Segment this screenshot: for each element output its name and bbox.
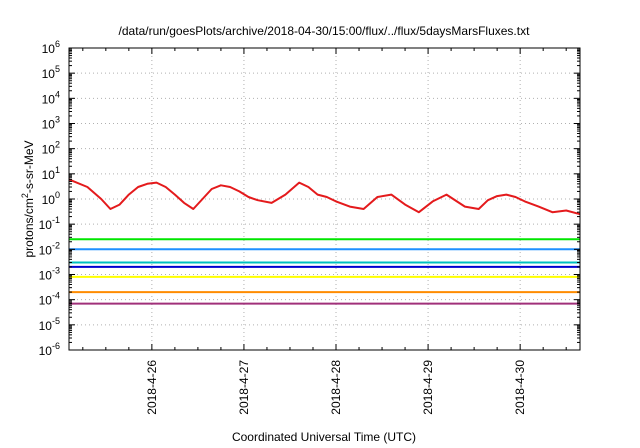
x-tick-label: 2018-4-26 <box>145 360 159 415</box>
grid-lines <box>69 48 580 350</box>
x-tick-label: 2018-4-30 <box>513 360 527 415</box>
series-line <box>68 178 581 216</box>
y-tick-label: 100 <box>42 190 60 207</box>
data-series <box>68 178 581 305</box>
y-axis-label: protons/cm2-s-sr-MeV <box>20 140 36 257</box>
y-tick-label: 104 <box>42 89 60 106</box>
y-tick-label: 105 <box>42 64 60 81</box>
y-tick-label: 102 <box>42 140 60 157</box>
plot-frame <box>68 47 581 351</box>
x-tick-label: 2018-4-28 <box>329 360 343 415</box>
x-tick-labels: 2018-4-26 2018-4-27 2018-4-28 2018-4-29 2018… <box>145 360 527 415</box>
y-tick-label: 10-3 <box>39 266 60 283</box>
chart-title: /data/run/goesPlots/archive/2018-04-30/1… <box>119 24 531 38</box>
y-tick-label: 10-4 <box>39 291 60 308</box>
y-tick-labels: 10-6 10-5 10-4 10-3 10-2 10-1 100 101 102 103 104 1… <box>39 39 60 358</box>
y-tick-label: 10-6 <box>39 341 60 358</box>
x-axis-label: Coordinated Universal Time (UTC) <box>232 430 416 444</box>
x-tick-label: 2018-4-29 <box>421 360 435 415</box>
y-tick-label: 101 <box>42 165 60 182</box>
y-tick-label: 103 <box>42 115 60 132</box>
y-tick-label: 10-1 <box>39 215 60 232</box>
x-tick-label: 2018-4-27 <box>237 360 251 415</box>
y-tick-label: 10-2 <box>39 240 60 257</box>
y-tick-label: 10-5 <box>39 316 60 333</box>
y-tick-label: 106 <box>42 39 60 56</box>
